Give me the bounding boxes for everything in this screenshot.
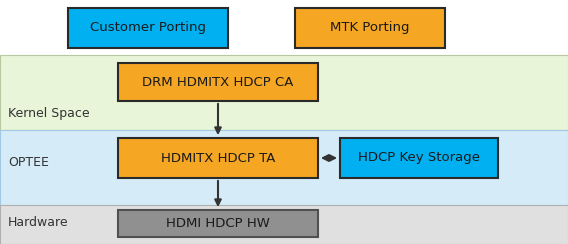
- Text: DRM HDMITX HDCP CA: DRM HDMITX HDCP CA: [143, 75, 294, 89]
- Bar: [0, 130, 568, 205]
- Bar: [68, 8, 228, 48]
- Bar: [118, 210, 318, 237]
- Bar: [118, 63, 318, 101]
- Text: MTK Porting: MTK Porting: [330, 21, 410, 34]
- Bar: [340, 138, 498, 178]
- Bar: [0, 205, 568, 244]
- Text: HDMITX HDCP TA: HDMITX HDCP TA: [161, 152, 275, 164]
- Text: Kernel Space: Kernel Space: [8, 106, 90, 120]
- Text: OPTEE: OPTEE: [8, 156, 49, 170]
- Text: HDCP Key Storage: HDCP Key Storage: [358, 152, 480, 164]
- Bar: [0, 55, 568, 130]
- Text: HDMI HDCP HW: HDMI HDCP HW: [166, 217, 270, 230]
- Text: Hardware: Hardware: [8, 215, 69, 228]
- Bar: [295, 8, 445, 48]
- Bar: [118, 138, 318, 178]
- Text: Customer Porting: Customer Porting: [90, 21, 206, 34]
